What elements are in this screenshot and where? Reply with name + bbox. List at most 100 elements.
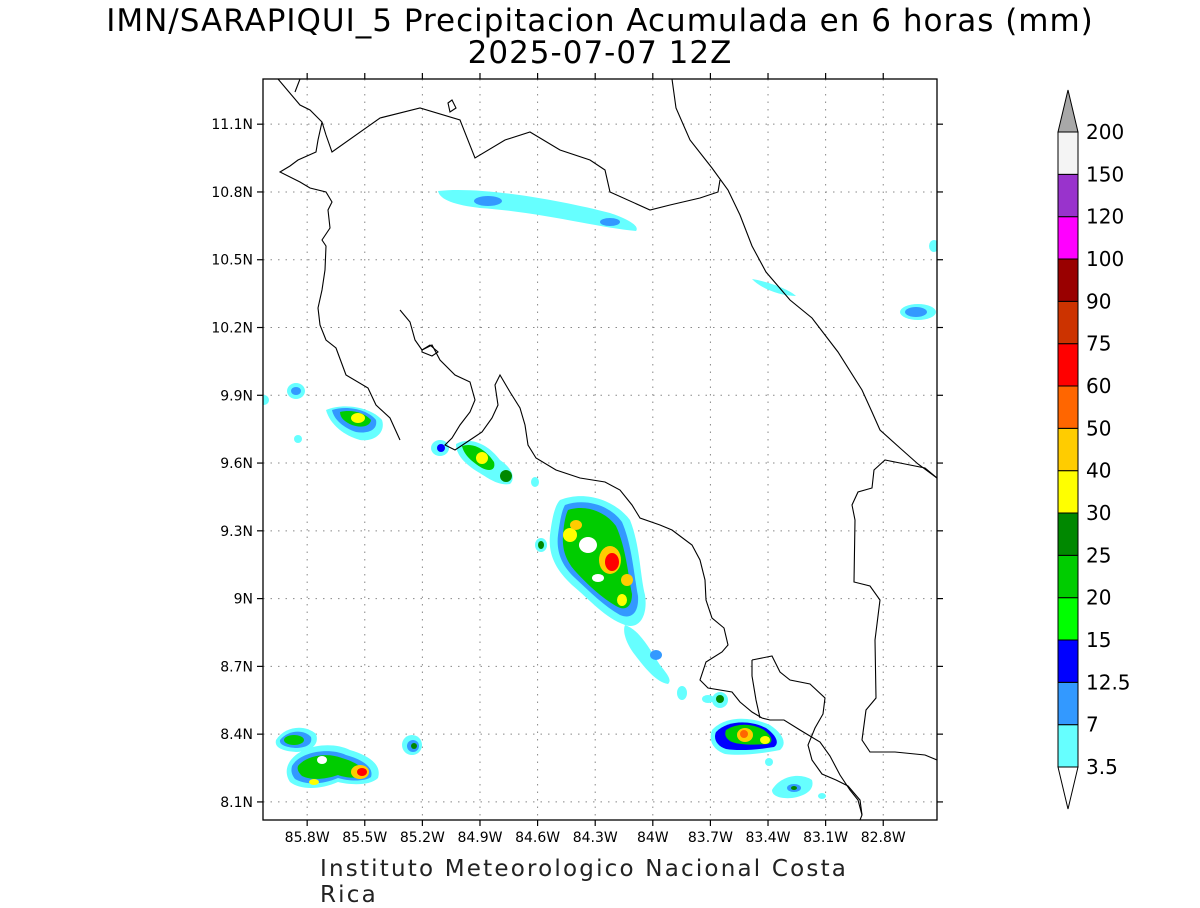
map-title: IMN/SARAPIQUI_5 Precipitacion Acumulada … (106, 3, 1094, 39)
nicoya-gulf-island (421, 344, 439, 357)
lon-tick-label: 83.7W (688, 830, 733, 846)
nicoya-gulf-coast (399, 309, 863, 820)
colorbar-swatch (1057, 724, 1079, 768)
panama-border (851, 459, 937, 761)
nicaragua-border (277, 79, 721, 211)
colorbar-swatch (1057, 343, 1079, 387)
colorbar-level-label: 150 (1086, 162, 1124, 186)
precip-cell (538, 541, 544, 549)
precip-cell (263, 395, 269, 405)
precip-cell (905, 307, 927, 317)
lat-tick-label: 8.7N (220, 659, 253, 675)
coastlines-borders (277, 79, 937, 820)
precip-cell (752, 279, 796, 296)
colorbar-level-label: 120 (1086, 205, 1124, 229)
lat-tick-label: 10.5N (211, 253, 253, 269)
golfo-dulce (751, 660, 761, 719)
precip-cell (570, 520, 582, 530)
latitude-axis: 8.1N 8.4N 8.7N 9N 9.3N 9.6N 9.9N 10.2N 10.5N 10.8… (211, 117, 943, 811)
precip-cell (650, 650, 662, 660)
pacific-coast-north (278, 121, 401, 441)
lon-tick-label: 84.6W (515, 830, 560, 846)
colorbar-swatch (1057, 385, 1079, 429)
colorbar-swatch (1057, 131, 1079, 175)
colorbar-swatch (1057, 258, 1079, 302)
precip-cell (309, 779, 319, 785)
colorbar-level-label: 12.5 (1086, 670, 1131, 694)
colorbar-level-label: 7 (1086, 713, 1099, 737)
colorbar-swatch (1057, 216, 1079, 260)
lat-tick-label: 9N (234, 592, 253, 608)
caribbean-coast (671, 79, 937, 479)
lat-tick-label: 8.1N (220, 795, 253, 811)
colorbar-swatch (1057, 470, 1079, 514)
precip-cell (760, 736, 770, 744)
colorbar-swatch (1057, 681, 1079, 726)
precip-cell (357, 768, 367, 776)
lat-tick-label: 11.1N (211, 117, 253, 133)
precip-cell (579, 537, 597, 553)
precip-cell (600, 218, 620, 226)
map-subtitle-date: 2025-07-07 12Z (467, 35, 733, 71)
lon-tick-label: 85.2W (400, 830, 445, 846)
precip-cell (531, 477, 539, 487)
precip-cell (351, 413, 365, 423)
colorbar-legend: 3.5 7 12.5 15 20 25 30 40 50 60 75 90 100 120 150 200 (1057, 89, 1131, 810)
colorbar-swatch (1057, 639, 1079, 683)
lake-nicaragua-shore (294, 79, 301, 93)
lon-tick-label: 84W (637, 830, 669, 846)
precip-cell (624, 625, 670, 684)
colorbar-level-label: 60 (1086, 374, 1111, 398)
colorbar-level-label: 200 (1086, 120, 1124, 144)
precip-cell (740, 730, 748, 738)
precip-cell (702, 695, 714, 703)
colorbar-level-label: 40 (1086, 459, 1111, 483)
colorbar-level-label: 100 (1086, 247, 1124, 271)
map-frame (262, 78, 938, 821)
colorbar-level-label: 25 (1086, 543, 1111, 567)
lon-tick-label: 84.9W (457, 830, 502, 846)
lat-tick-label: 10.8N (211, 185, 253, 201)
lat-tick-label: 9.3N (220, 524, 253, 540)
colorbar-level-label: 3.5 (1086, 755, 1118, 779)
colorbar-level-label: 15 (1086, 628, 1111, 652)
colorbar-swatch (1057, 300, 1079, 345)
precip-cell (284, 735, 304, 745)
lon-tick-label: 83.1W (803, 830, 848, 846)
precip-cell (294, 435, 302, 443)
precip-cell (605, 553, 619, 571)
colorbar-level-label: 30 (1086, 501, 1111, 525)
precip-cell (411, 743, 417, 749)
lon-tick-label: 85.5W (342, 830, 387, 846)
colorbar-swatch (1057, 427, 1079, 472)
precip-cell (677, 686, 687, 700)
precip-cell (765, 758, 773, 766)
precip-cell (476, 452, 488, 464)
precip-cell (929, 240, 937, 252)
precip-cell (297, 755, 365, 779)
precip-cell (317, 756, 327, 764)
map-plot-area (263, 79, 937, 820)
colorbar-bottom-arrow (1057, 766, 1079, 810)
lat-tick-label: 10.2N (211, 321, 253, 337)
colorbar-level-label: 75 (1086, 332, 1111, 356)
lat-tick-label: 9.9N (220, 388, 253, 404)
colorbar-swatch (1057, 173, 1079, 218)
precip-cell (621, 574, 633, 586)
lon-tick-label: 83.4W (746, 830, 791, 846)
lon-tick-label: 84.3W (573, 830, 618, 846)
osa-peninsula (751, 655, 863, 816)
colorbar-level-label: 90 (1086, 289, 1111, 313)
colorbar-level-label: 50 (1086, 416, 1111, 440)
precip-cell (500, 470, 512, 482)
lat-tick-label: 9.6N (220, 456, 253, 472)
footer-credit: Instituto Meteorologico Nacional Costa R… (320, 856, 849, 908)
precip-cell (437, 444, 445, 452)
precip-cell (592, 574, 604, 582)
colorbar-swatch (1057, 554, 1079, 599)
precipitation-layer (263, 189, 937, 799)
precip-cell (716, 695, 724, 703)
colorbar-level-label: 20 (1086, 586, 1111, 610)
lat-tick-label: 8.4N (220, 727, 253, 743)
